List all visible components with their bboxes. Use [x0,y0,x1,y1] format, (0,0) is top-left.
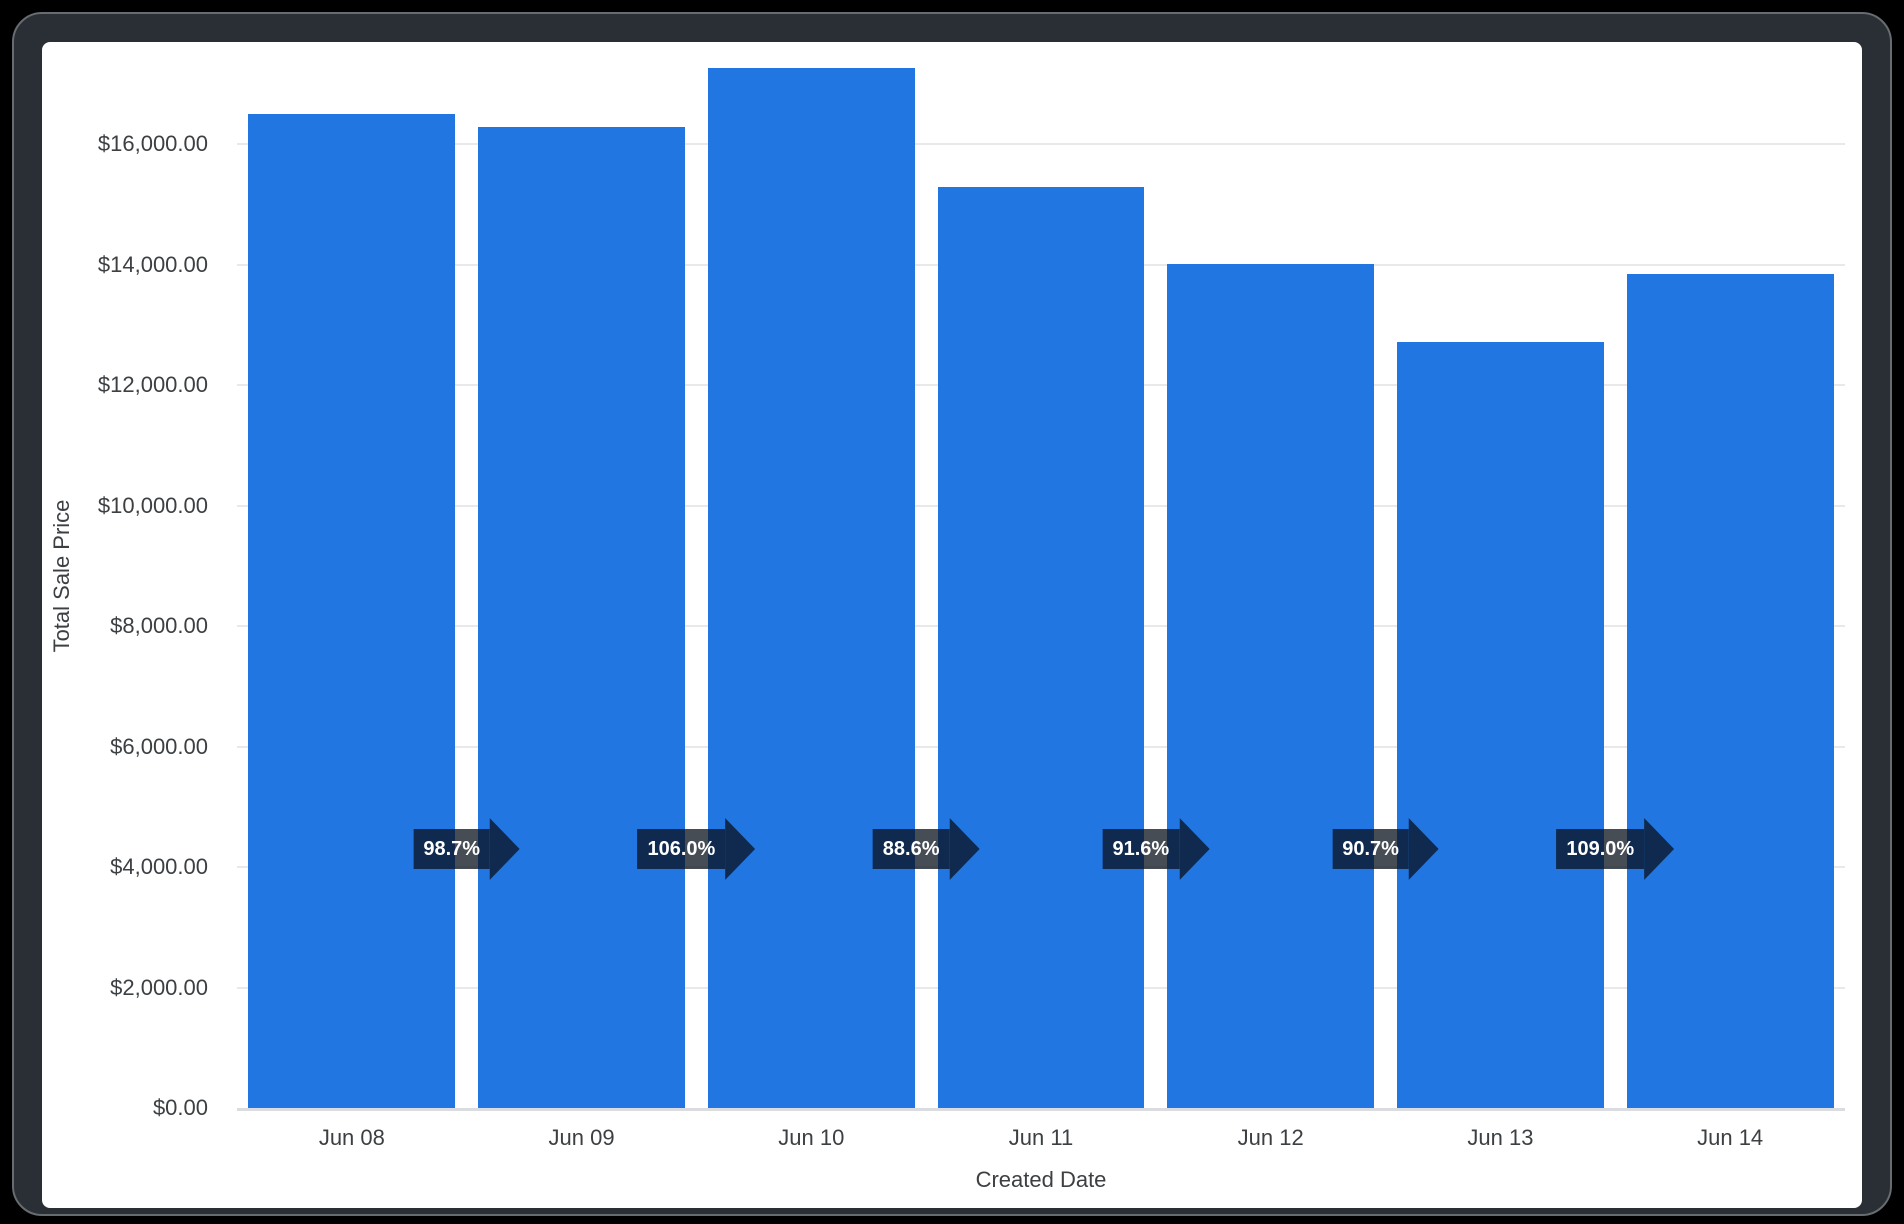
percent-change-value: 91.6% [1102,829,1180,869]
y-tick-label: $10,000.00 [97,492,208,518]
y-tick-label: $16,000.00 [97,131,208,156]
gridline-16000 [237,143,1845,145]
y-tick-label: $6,000.00 [110,733,208,759]
window-frame: Total Sale Price 98.7% 106.0% 88.6% 91.6% 90… [12,12,1892,1216]
bar-jun-11[interactable] [937,186,1145,1108]
bar-jun-14[interactable] [1626,273,1834,1108]
x-tick-label-jun-12: Jun 12 [1237,1125,1304,1150]
percent-change-badge: 98.7% [413,818,521,880]
bar-jun-09[interactable] [478,126,686,1108]
percent-change-value: 106.0% [637,829,726,869]
x-tick-label-jun-11: Jun 11 [1008,1125,1074,1150]
y-tick-label: $8,000.00 [110,613,208,638]
arrow-right-icon [949,818,980,880]
x-tick-label-jun-08: Jun 08 [318,1125,385,1150]
percent-change-value: 109.0% [1556,829,1645,869]
percent-change-badge: 106.0% [637,818,756,880]
bar-jun-12[interactable] [1167,263,1375,1108]
y-tick-label: $0.00 [152,1095,208,1120]
bar-jun-13[interactable] [1396,342,1604,1108]
x-tick-label-jun-09: Jun 09 [548,1125,615,1150]
chart-canvas: Total Sale Price 98.7% 106.0% 88.6% 91.6% 90… [42,42,1862,1208]
percent-change-value: 90.7% [1332,829,1409,869]
y-tick-label: $4,000.00 [110,854,208,879]
percent-change-badge: 88.6% [872,818,980,880]
y-tick-label: $2,000.00 [110,974,208,1000]
y-tick-label: $12,000.00 [97,372,208,397]
percent-change-value: 98.7% [413,829,491,869]
percent-change-badge: 91.6% [1102,818,1210,880]
y-tick-label: $14,000.00 [97,251,208,277]
x-tick-label-jun-14: Jun 14 [1697,1125,1764,1150]
x-tick-label-jun-13: Jun 13 [1467,1125,1534,1150]
plot-area: 98.7% 106.0% 88.6% 91.6% 90.7% 109.0% [237,44,1845,1111]
arrow-right-icon [1408,818,1439,880]
percent-change-badge: 90.7% [1332,818,1439,880]
x-tick-label-jun-10: Jun 10 [778,1125,845,1150]
x-axis-title: Created Date [975,1167,1107,1192]
percent-change-value: 88.6% [872,829,950,869]
arrow-right-icon [1179,818,1210,880]
bar-jun-08[interactable] [248,113,456,1108]
bar-jun-10[interactable] [707,67,915,1108]
arrow-right-icon [1644,818,1675,880]
arrow-right-icon [725,818,756,880]
percent-change-badge: 109.0% [1556,818,1675,880]
arrow-right-icon [490,818,521,880]
